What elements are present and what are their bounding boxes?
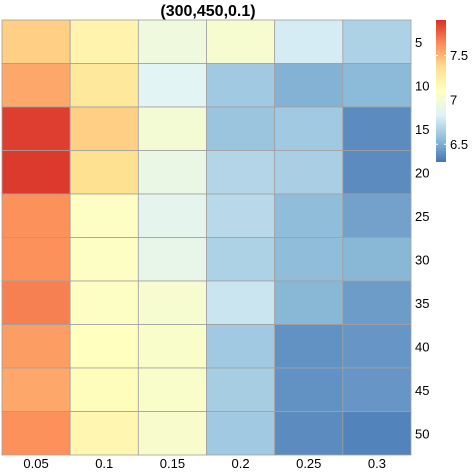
- y-tick-label: 30: [415, 252, 429, 267]
- heatmap-cell: [1, 106, 71, 151]
- heatmap-cell: [274, 150, 344, 195]
- x-tick-label: 0.3: [368, 456, 386, 471]
- heatmap-cell: [137, 411, 207, 456]
- x-tick-label: 0.15: [160, 456, 185, 471]
- heatmap-cell: [274, 106, 344, 151]
- heatmap-cell: [206, 63, 276, 108]
- heatmap-cell: [342, 106, 412, 151]
- heatmap-cell: [137, 19, 207, 64]
- heatmap-cell: [342, 19, 412, 64]
- color-legend: 6.5 7 7.5: [436, 20, 468, 162]
- y-tick-label: 5: [415, 35, 422, 50]
- heatmap-cell: [1, 411, 71, 456]
- heatmap-cell: [342, 411, 412, 456]
- x-axis-tick-labels: 0.05 0.1 0.15 0.2 0.25 0.3: [23, 456, 386, 471]
- heatmap-cell: [69, 367, 139, 412]
- heatmap-cell: [206, 411, 276, 456]
- heatmap-cell: [1, 193, 71, 238]
- heatmap-cell: [1, 150, 71, 195]
- y-tick-label: 40: [415, 339, 429, 354]
- heatmap-cell: [342, 150, 412, 195]
- heatmap-cell: [137, 280, 207, 325]
- heatmap-cell: [274, 193, 344, 238]
- heatmap-cell: [274, 367, 344, 412]
- heatmap-cell: [137, 63, 207, 108]
- heatmap-cell: [137, 106, 207, 151]
- heatmap-cell: [137, 367, 207, 412]
- heatmap-cell: [342, 280, 412, 325]
- heatmap-cell: [1, 324, 71, 369]
- chart-title: (300,450,0.1): [160, 3, 255, 20]
- heatmap-cell: [137, 237, 207, 282]
- heatmap-cell: [137, 193, 207, 238]
- heatmap-cell: [69, 280, 139, 325]
- heatmap-cell: [274, 411, 344, 456]
- heatmap-cell: [69, 106, 139, 151]
- heatmap-cell: [69, 237, 139, 282]
- heatmap-cell: [342, 63, 412, 108]
- legend-tick-label: 7.5: [450, 48, 468, 63]
- heatmap-cell: [69, 193, 139, 238]
- y-tick-label: 10: [415, 78, 429, 93]
- heatmap-cells: [1, 19, 412, 456]
- y-tick-label: 35: [415, 296, 429, 311]
- heatmap-cell: [274, 237, 344, 282]
- heatmap-cell: [137, 324, 207, 369]
- heatmap-cell: [69, 411, 139, 456]
- heatmap-cell: [342, 237, 412, 282]
- y-tick-label: 15: [415, 122, 429, 137]
- y-tick-label: 45: [415, 383, 429, 398]
- heatmap-cell: [69, 324, 139, 369]
- x-tick-label: 0.1: [95, 456, 113, 471]
- heatmap-cell: [206, 106, 276, 151]
- heatmap-cell: [342, 324, 412, 369]
- heatmap-cell: [1, 367, 71, 412]
- heatmap-cell: [69, 63, 139, 108]
- y-tick-label: 50: [415, 426, 429, 441]
- heatmap-cell: [206, 324, 276, 369]
- heatmap-cell: [137, 150, 207, 195]
- heatmap-cell: [69, 19, 139, 64]
- heatmap-cell: [1, 237, 71, 282]
- heatmap-cell: [274, 324, 344, 369]
- x-tick-label: 0.25: [296, 456, 321, 471]
- heatmap-cell: [206, 150, 276, 195]
- heatmap-cell: [206, 237, 276, 282]
- heatmap-cell: [206, 19, 276, 64]
- heatmap-cell: [206, 367, 276, 412]
- heatmap-cell: [69, 150, 139, 195]
- heatmap-cell: [342, 367, 412, 412]
- legend-tick-label: 7: [450, 92, 457, 107]
- y-tick-label: 25: [415, 209, 429, 224]
- legend-tick-label: 6.5: [450, 137, 468, 152]
- heatmap-cell: [1, 280, 71, 325]
- heatmap-cell: [274, 19, 344, 64]
- heatmap-cell: [274, 280, 344, 325]
- heatmap-cell: [274, 63, 344, 108]
- x-tick-label: 0.2: [232, 456, 250, 471]
- x-tick-label: 0.05: [23, 456, 48, 471]
- y-axis-tick-labels: 5 10 15 20 25 30 35 40 45 50: [415, 35, 429, 442]
- heatmap-cell: [206, 193, 276, 238]
- color-legend-bar: [436, 20, 446, 162]
- heatmap-cell: [1, 63, 71, 108]
- y-tick-label: 20: [415, 165, 429, 180]
- heatmap-cell: [1, 19, 71, 64]
- heatmap-cell: [206, 280, 276, 325]
- heatmap-cell: [342, 193, 412, 238]
